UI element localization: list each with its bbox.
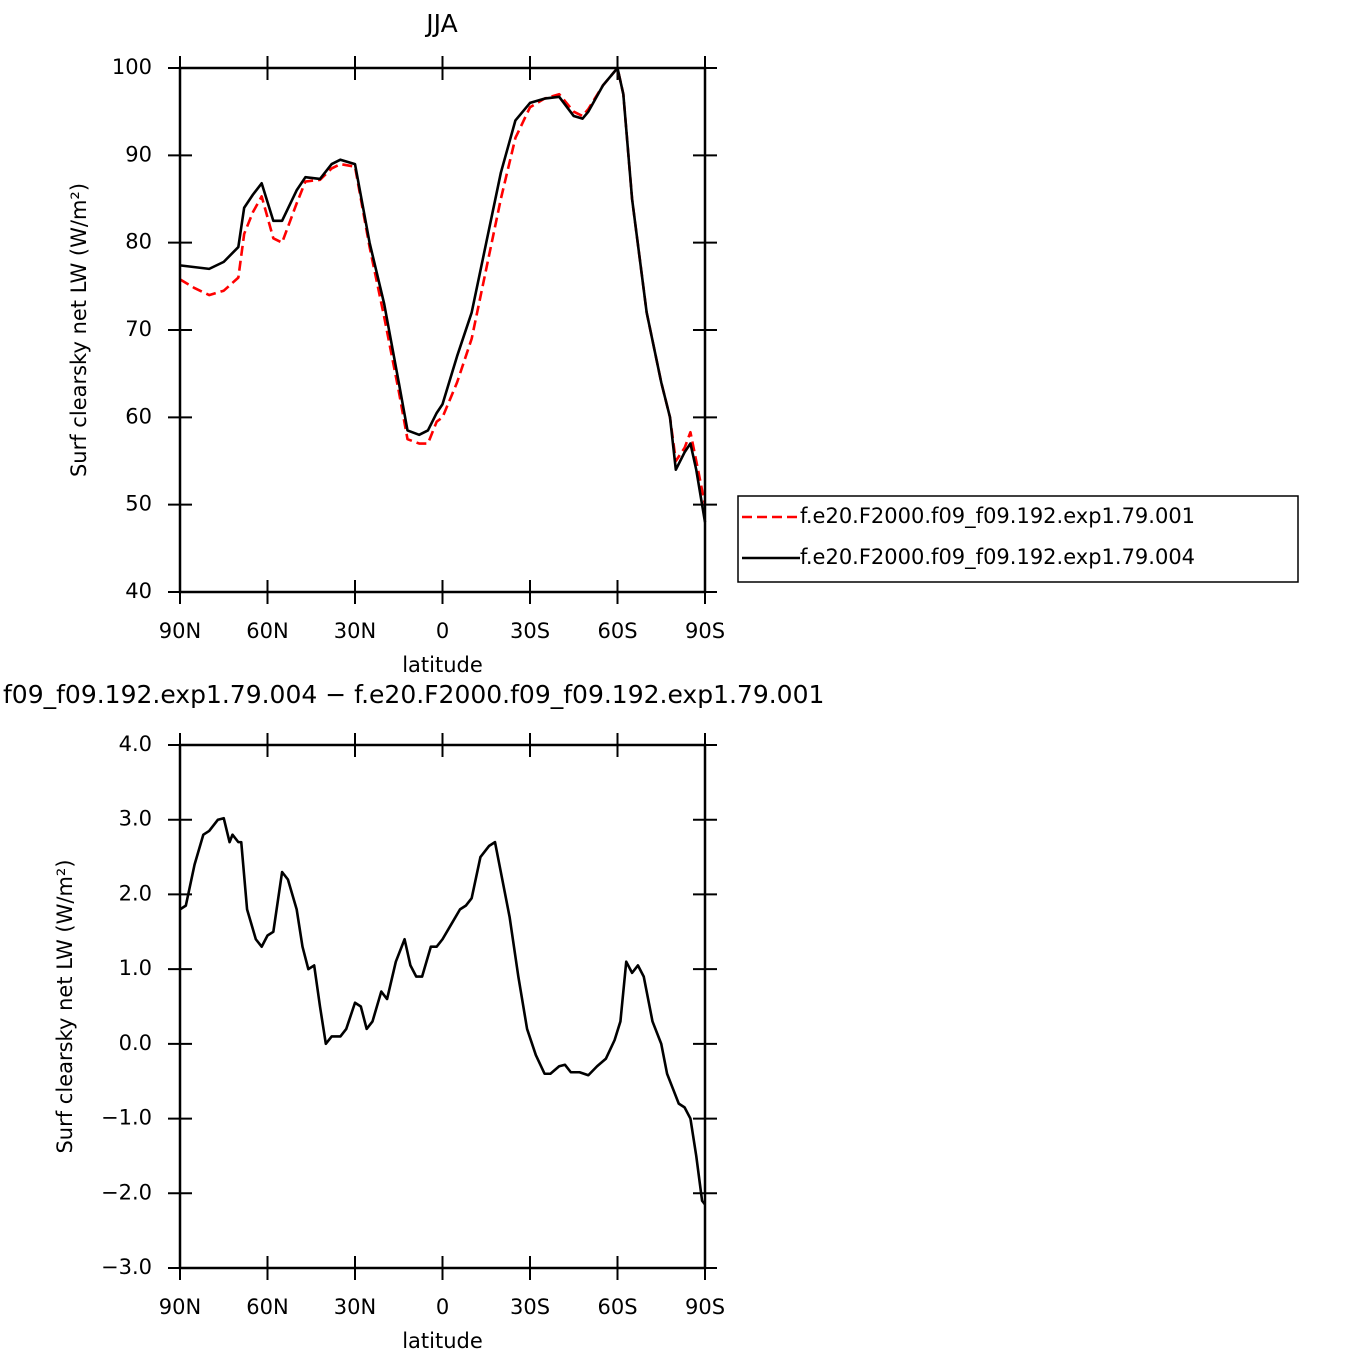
y-tick-label: 100 xyxy=(112,55,152,79)
x-tick-label: 90S xyxy=(685,1295,725,1319)
y-tick-label: 70 xyxy=(125,317,152,341)
y-tick-label: 0.0 xyxy=(119,1031,152,1055)
x-tick-label: 60N xyxy=(246,1295,288,1319)
x-tick-label: 90N xyxy=(159,1295,201,1319)
x-tick-label: 0 xyxy=(436,619,449,643)
y-tick-label: 90 xyxy=(125,142,152,166)
y-axis-label: Surf clearsky net LW (W/m²) xyxy=(53,859,77,1153)
legend-label: f.e20.F2000.f09_f09.192.exp1.79.001 xyxy=(800,504,1195,529)
x-tick-label: 30N xyxy=(334,1295,376,1319)
y-tick-label: −3.0 xyxy=(101,1255,152,1279)
x-tick-label: 0 xyxy=(436,1295,449,1319)
x-tick-label: 90S xyxy=(685,619,725,643)
x-axis-label: latitude xyxy=(402,1329,483,1353)
y-tick-label: 40 xyxy=(125,579,152,603)
y-tick-label: 80 xyxy=(125,230,152,254)
chart-title: JJA xyxy=(424,9,457,38)
x-tick-label: 60S xyxy=(597,1295,637,1319)
plot-frame xyxy=(178,743,707,1270)
x-tick-label: 30S xyxy=(510,619,550,643)
legend-label: f.e20.F2000.f09_f09.192.exp1.79.004 xyxy=(800,545,1195,570)
y-tick-label: −2.0 xyxy=(101,1180,152,1204)
chart-title: f09_f09.192.exp1.79.004 − f.e20.F2000.f0… xyxy=(3,680,824,709)
data-line xyxy=(179,816,707,1206)
x-tick-label: 60S xyxy=(597,619,637,643)
x-tick-label: 90N xyxy=(159,619,201,643)
y-tick-label: 4.0 xyxy=(119,732,152,756)
y-tick-label: 60 xyxy=(125,404,152,428)
plot-frame xyxy=(178,66,707,594)
y-tick-label: 1.0 xyxy=(119,956,152,980)
x-tick-label: 60N xyxy=(246,619,288,643)
y-tick-label: 2.0 xyxy=(119,881,152,905)
x-tick-label: 30N xyxy=(334,619,376,643)
x-tick-label: 30S xyxy=(510,1295,550,1319)
y-tick-label: 50 xyxy=(125,492,152,516)
x-axis-label: latitude xyxy=(402,653,483,677)
y-axis-label: Surf clearsky net LW (W/m²) xyxy=(67,183,91,477)
legend-box xyxy=(737,495,1299,583)
y-tick-label: 3.0 xyxy=(119,807,152,831)
data-line xyxy=(179,66,707,523)
y-tick-label: −1.0 xyxy=(101,1106,152,1130)
